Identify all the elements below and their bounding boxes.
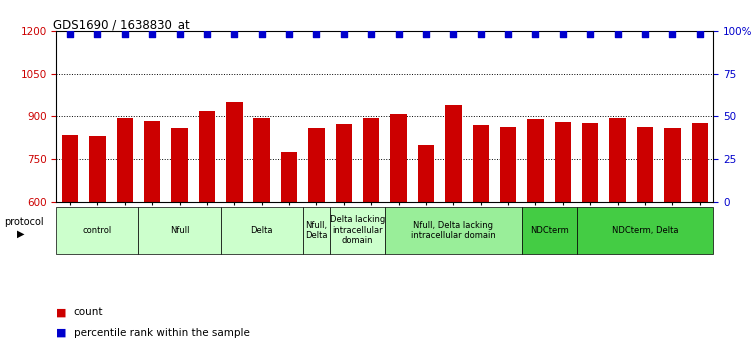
Point [502, 32, 514, 37]
Point [420, 32, 432, 37]
Bar [281, 152, 297, 345]
Point [310, 32, 322, 37]
Bar [226, 102, 243, 345]
Text: ▶: ▶ [17, 229, 24, 239]
Bar [144, 121, 161, 345]
Point [228, 32, 240, 37]
Bar [527, 119, 544, 345]
Text: GDS1690 / 1638830_at: GDS1690 / 1638830_at [53, 18, 190, 31]
Text: count: count [74, 307, 103, 317]
Bar [391, 114, 407, 345]
Text: protocol: protocol [4, 217, 44, 227]
Point [448, 32, 460, 37]
Point [173, 32, 185, 37]
Bar [199, 111, 215, 345]
Text: Nfull: Nfull [170, 226, 189, 235]
Bar [62, 135, 78, 345]
Bar [500, 127, 517, 345]
Bar [692, 123, 708, 345]
Point [475, 32, 487, 37]
Bar [116, 118, 133, 345]
Point [584, 32, 596, 37]
Text: NDCterm, Delta: NDCterm, Delta [612, 226, 678, 235]
Text: control: control [83, 226, 112, 235]
Bar [555, 121, 571, 345]
Point [611, 32, 623, 37]
Bar [664, 128, 680, 345]
Point [639, 32, 651, 37]
Point [338, 32, 350, 37]
Bar [89, 136, 106, 345]
Bar [336, 124, 352, 345]
Point [64, 32, 76, 37]
Bar [253, 118, 270, 345]
Point [201, 32, 213, 37]
Point [529, 32, 541, 37]
Bar [308, 128, 324, 345]
Point [283, 32, 295, 37]
Bar [171, 128, 188, 345]
Text: Nfull, Delta lacking
intracellular domain: Nfull, Delta lacking intracellular domai… [411, 220, 496, 240]
Bar [363, 118, 379, 345]
Text: percentile rank within the sample: percentile rank within the sample [74, 328, 249, 338]
Text: Nfull,
Delta: Nfull, Delta [305, 220, 327, 240]
Point [119, 32, 131, 37]
Point [556, 32, 569, 37]
Point [365, 32, 377, 37]
Point [393, 32, 405, 37]
Bar [582, 123, 599, 345]
Text: ■: ■ [56, 328, 67, 338]
Point [146, 32, 158, 37]
Bar [445, 105, 462, 345]
Bar [637, 127, 653, 345]
Point [92, 32, 104, 37]
Text: NDCterm: NDCterm [529, 226, 569, 235]
Text: ■: ■ [56, 307, 67, 317]
Text: Delta: Delta [250, 226, 273, 235]
Point [694, 32, 706, 37]
Point [255, 32, 267, 37]
Point [666, 32, 678, 37]
Text: Delta lacking
intracellular
domain: Delta lacking intracellular domain [330, 215, 385, 245]
Bar [418, 145, 434, 345]
Bar [472, 125, 489, 345]
Bar [609, 118, 626, 345]
